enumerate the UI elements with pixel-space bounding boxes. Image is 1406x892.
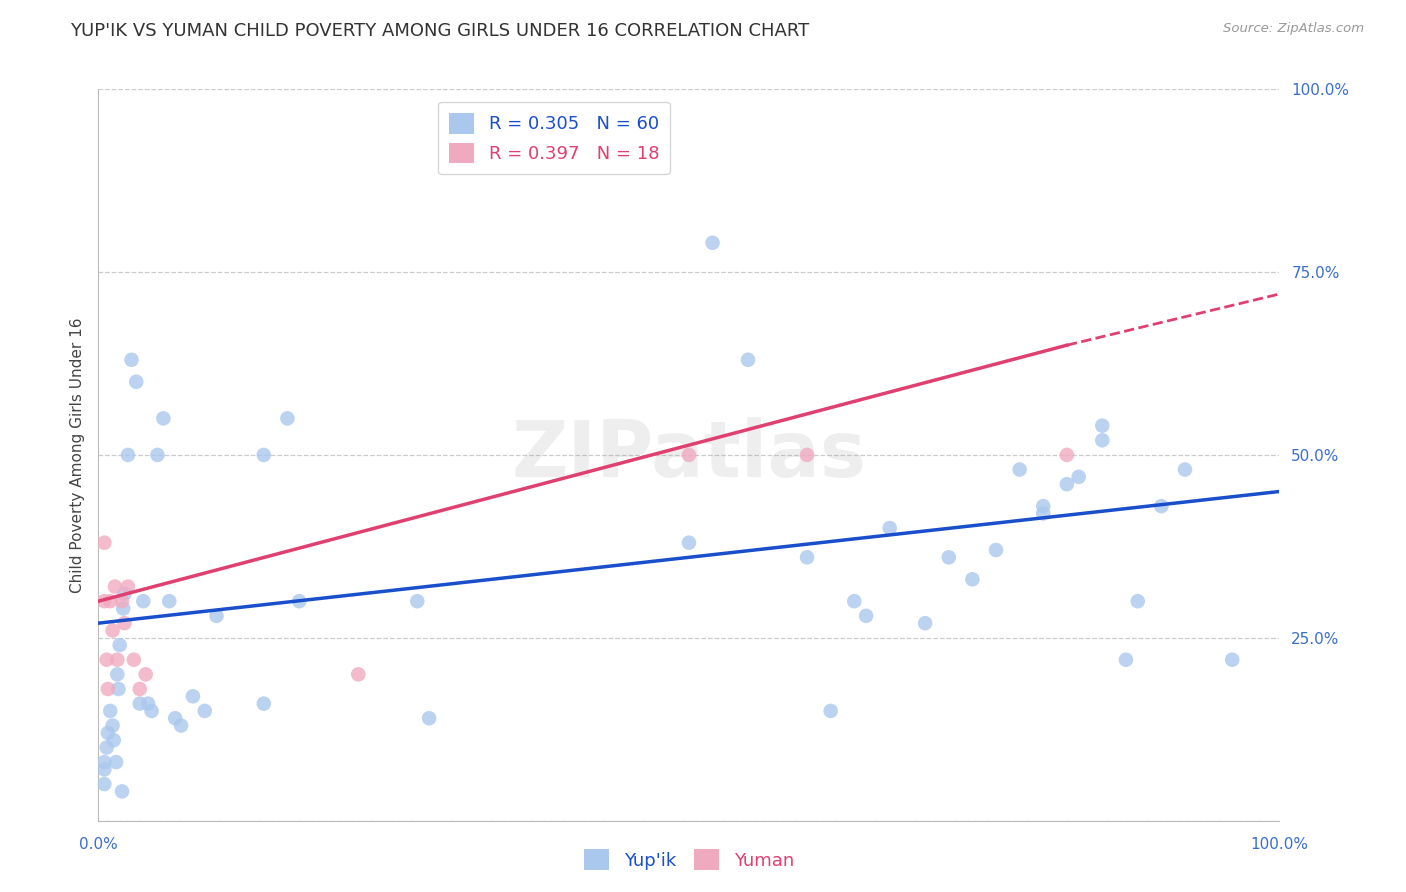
Point bbox=[105, 667, 128, 681]
Point bbox=[844, 594, 866, 608]
Point bbox=[93, 594, 115, 608]
Point bbox=[117, 580, 139, 594]
Text: YUP'IK VS YUMAN CHILD POVERTY AMONG GIRLS UNDER 16 CORRELATION CHART: YUP'IK VS YUMAN CHILD POVERTY AMONG GIRL… bbox=[70, 22, 810, 40]
Point bbox=[796, 550, 818, 565]
Point bbox=[117, 448, 139, 462]
Point bbox=[1067, 470, 1090, 484]
Point bbox=[253, 448, 276, 462]
Point bbox=[962, 572, 984, 586]
Point bbox=[112, 601, 135, 615]
Point bbox=[406, 594, 429, 608]
Point bbox=[103, 733, 125, 747]
Point bbox=[165, 711, 187, 725]
Point bbox=[820, 704, 842, 718]
Point bbox=[1032, 507, 1054, 521]
Point bbox=[128, 697, 150, 711]
Point bbox=[108, 638, 131, 652]
Point bbox=[1115, 653, 1137, 667]
Point bbox=[1008, 462, 1031, 476]
Point bbox=[984, 543, 1007, 558]
Point bbox=[135, 667, 157, 681]
Point bbox=[347, 667, 370, 681]
Point bbox=[276, 411, 298, 425]
Point bbox=[205, 608, 228, 623]
Point bbox=[796, 448, 818, 462]
Point bbox=[678, 448, 700, 462]
Point bbox=[125, 375, 148, 389]
Point bbox=[914, 616, 936, 631]
Point bbox=[121, 352, 143, 367]
Point bbox=[97, 726, 120, 740]
Point bbox=[170, 718, 193, 732]
Point bbox=[93, 535, 115, 549]
Point bbox=[702, 235, 724, 250]
Point bbox=[1056, 477, 1078, 491]
Point bbox=[132, 594, 155, 608]
Point bbox=[128, 681, 150, 696]
Point bbox=[1150, 499, 1173, 513]
Point bbox=[879, 521, 901, 535]
Point bbox=[855, 608, 877, 623]
Point bbox=[418, 711, 440, 725]
Point bbox=[938, 550, 960, 565]
Point bbox=[678, 535, 700, 549]
Legend: Yup'ik, Yuman: Yup'ik, Yuman bbox=[576, 842, 801, 878]
Point bbox=[194, 704, 217, 718]
Point bbox=[98, 704, 121, 718]
Point bbox=[93, 755, 115, 769]
Point bbox=[152, 411, 174, 425]
Point bbox=[111, 784, 134, 798]
Point bbox=[141, 704, 163, 718]
Point bbox=[107, 681, 129, 696]
Point bbox=[1091, 418, 1114, 433]
Point bbox=[122, 653, 145, 667]
Point bbox=[96, 740, 118, 755]
Point bbox=[288, 594, 311, 608]
Point bbox=[105, 653, 128, 667]
Point bbox=[1174, 462, 1197, 476]
Point bbox=[93, 777, 115, 791]
Text: ZIPatlas: ZIPatlas bbox=[512, 417, 866, 493]
Point bbox=[737, 352, 759, 367]
Text: Source: ZipAtlas.com: Source: ZipAtlas.com bbox=[1223, 22, 1364, 36]
Point bbox=[112, 587, 135, 601]
Point bbox=[112, 616, 135, 631]
Point bbox=[97, 681, 120, 696]
Point bbox=[157, 594, 180, 608]
Point bbox=[101, 624, 124, 638]
Point bbox=[1056, 448, 1078, 462]
Point bbox=[181, 690, 204, 704]
Point bbox=[253, 697, 276, 711]
Point bbox=[101, 718, 124, 732]
Point bbox=[105, 755, 128, 769]
Point bbox=[93, 763, 115, 777]
Point bbox=[1091, 434, 1114, 448]
Point bbox=[146, 448, 169, 462]
Point bbox=[98, 594, 121, 608]
Point bbox=[96, 653, 118, 667]
Point bbox=[136, 697, 159, 711]
Point bbox=[111, 594, 134, 608]
Point bbox=[1220, 653, 1243, 667]
Y-axis label: Child Poverty Among Girls Under 16: Child Poverty Among Girls Under 16 bbox=[69, 318, 84, 592]
Point bbox=[1032, 499, 1054, 513]
Point bbox=[104, 580, 127, 594]
Point bbox=[1126, 594, 1149, 608]
